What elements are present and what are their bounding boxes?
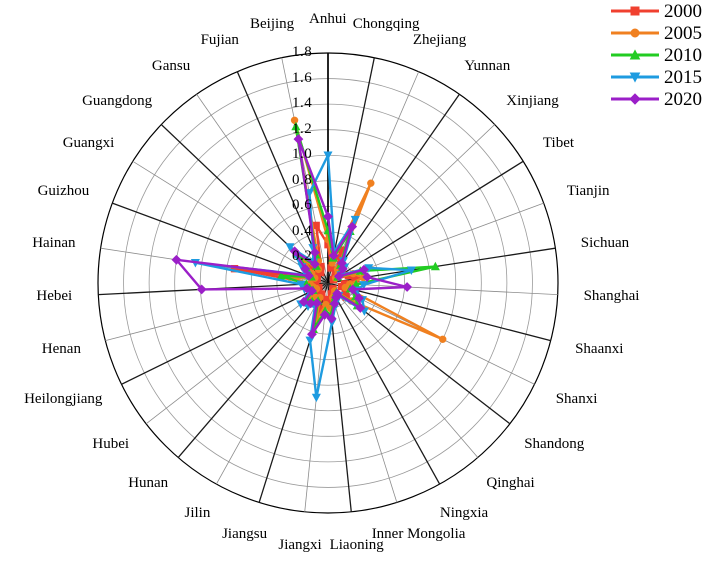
- axis-label-guizhou: Guizhou: [37, 182, 90, 199]
- legend-swatch-icon: [609, 90, 661, 108]
- r-tick-label: 1.4: [292, 95, 313, 112]
- legend-item-2005[interactable]: 2005: [609, 22, 702, 44]
- axis-label-xinjiang: Xinjiang: [506, 92, 559, 109]
- axis-label-ningxia: Ningxia: [439, 505, 489, 522]
- r-tick-label: 1.2: [292, 120, 313, 137]
- axis-label-jiangsu: Jiangsu: [222, 526, 268, 543]
- legend-label: 2005: [664, 22, 702, 44]
- legend-swatch-icon: [609, 24, 661, 42]
- legend-swatch-icon: [609, 2, 661, 20]
- r-tick-label: 1.8: [292, 44, 313, 60]
- axis-label-tianjin: Tianjin: [566, 182, 610, 199]
- axis-label-chongqing: Chongqing: [352, 16, 420, 32]
- axis-label-guangxi: Guangxi: [62, 134, 115, 151]
- axis-label-shanxi: Shanxi: [555, 390, 598, 407]
- axis-label-gansu: Gansu: [151, 57, 191, 74]
- axis-label-tibet: Tibet: [542, 134, 575, 151]
- legend-swatch-icon: [609, 46, 661, 64]
- axis-label-sichuan: Sichuan: [580, 234, 630, 251]
- r-tick-label: 0.2: [292, 248, 313, 265]
- legend-item-2010[interactable]: 2010: [609, 44, 702, 66]
- axis-label-henan: Henan: [41, 340, 81, 357]
- axis-label-hebei: Hebei: [36, 287, 73, 304]
- legend-item-2015[interactable]: 2015: [609, 66, 702, 88]
- axis-label-shaanxi: Shaanxi: [575, 340, 624, 357]
- axis-label-jilin: Jilin: [184, 505, 211, 522]
- legend-swatch-icon: [609, 68, 661, 86]
- axis-label-zhejiang: Zhejiang: [412, 32, 467, 48]
- r-tick-label: 0.8: [292, 171, 313, 188]
- legend-label: 2020: [664, 88, 702, 110]
- axis-label-anhui: Anhui: [309, 10, 347, 27]
- axis-label-guangdong: Guangdong: [82, 92, 153, 109]
- legend-label: 2015: [664, 66, 702, 88]
- chart-legend: 2000 2005 2010 2015 2020: [609, 0, 702, 110]
- axis-label-shandong: Shandong: [524, 436, 585, 452]
- r-tick-label: 1.0: [292, 146, 313, 163]
- axis-label-qinghai: Qinghai: [486, 474, 535, 491]
- axis-label-hunan: Hunan: [128, 474, 169, 491]
- r-tick-label: 0.6: [292, 197, 313, 214]
- r-tick-label: 0.4: [292, 222, 313, 239]
- axis-label-jiangxi: Jiangxi: [278, 537, 322, 553]
- axis-label-inner-mongolia: Inner Mongolia: [371, 526, 466, 543]
- axis-label-yunnan: Yunnan: [464, 57, 511, 74]
- legend-label: 2000: [664, 0, 702, 22]
- axis-label-liaoning: Liaoning: [329, 537, 384, 553]
- axis-label-shanghai: Shanghai: [583, 287, 640, 304]
- axis-label-fujian: Fujian: [200, 32, 239, 48]
- legend-item-2020[interactable]: 2020: [609, 88, 702, 110]
- axis-label-hubei: Hubei: [92, 436, 130, 452]
- series-2020: [171, 134, 413, 340]
- axis-label-heilongjiang: Heilongjiang: [24, 390, 103, 407]
- legend-item-2000[interactable]: 2000: [609, 0, 702, 22]
- axis-label-beijing: Beijing: [250, 16, 295, 32]
- axis-label-hainan: Hainan: [32, 234, 76, 251]
- legend-label: 2010: [664, 44, 702, 66]
- r-tick-label: 1.6: [292, 69, 313, 86]
